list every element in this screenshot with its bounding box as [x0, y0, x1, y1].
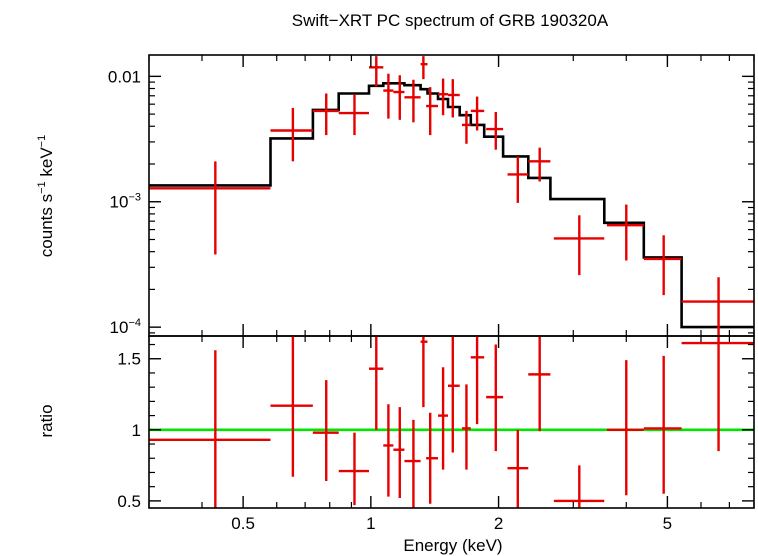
ratio-point-4: [368, 336, 384, 430]
spectrum-point-1: [270, 107, 313, 162]
spectrum-point-9: [426, 87, 439, 136]
ylabel-part-counts: counts s: [37, 194, 56, 257]
ratio-ytick-label-2: 1.5: [117, 350, 141, 369]
x-tick-label-1: 1: [366, 514, 375, 533]
ratio-point-16: [528, 336, 551, 432]
ylabel-part-kev: keV: [37, 147, 56, 182]
ratio-point-20: [681, 336, 754, 452]
ratio-ytick-label-0: 0.5: [117, 492, 141, 511]
x-tick-label-3: 5: [663, 514, 672, 533]
ylabel-part-exp1: −1: [36, 181, 48, 194]
spectrum-point-17: [553, 215, 605, 276]
ratio-point-3: [338, 432, 369, 506]
spectrum-point-10: [438, 78, 448, 116]
ratio-point-13: [470, 336, 485, 425]
spectrum-ytick-label-2: 10−4: [110, 317, 141, 337]
chart-title: Swift−XRT PC spectrum of GRB 190320A: [292, 11, 609, 30]
ratio-axes-layer: 0.5 1 1.5: [117, 335, 755, 511]
spectrum-point-2: [312, 93, 339, 136]
ratio-point-12: [461, 384, 471, 470]
ratio-point-1: [270, 336, 313, 477]
ratio-point-11: [447, 336, 460, 453]
spectrum-y-axis-label: counts s−1 keV−1: [36, 135, 56, 257]
x-tick-label-0: 0.5: [231, 514, 255, 533]
spectrum-ytick-label-0: 0.01: [108, 67, 141, 86]
spectrum-point-8: [420, 56, 428, 80]
x-axis-label: Energy (keV): [403, 536, 502, 555]
spectrum-point-5: [383, 73, 394, 119]
ratio-point-14: [486, 344, 504, 452]
ratio-point-7: [404, 419, 421, 508]
spectrum-point-6: [393, 75, 405, 120]
ratio-point-10: [438, 367, 448, 470]
spectrum-point-14: [486, 111, 504, 150]
ratio-point-6: [393, 407, 405, 499]
ratio-data-layer: [149, 336, 754, 508]
ratio-frame: [148, 335, 755, 509]
spectrum-data-layer: [149, 56, 754, 336]
ytick-base: 10: [110, 193, 129, 212]
ratio-y-axis-label: ratio: [37, 404, 56, 437]
spectrum-point-18: [606, 204, 644, 261]
ratio-point-15: [507, 429, 529, 508]
spectrum-point-13: [470, 96, 485, 131]
spectrum-ytick-label-1: 10−3: [110, 192, 141, 212]
ytick-exponent: −3: [128, 192, 141, 204]
ratio-point-0: [149, 350, 271, 508]
ytick-base: 10: [110, 318, 129, 337]
spectrum-point-11: [447, 79, 460, 118]
ytick-exponent: −4: [128, 317, 141, 329]
ratio-point-17: [553, 465, 605, 508]
spectrum-point-15: [507, 156, 529, 203]
ratio-point-5: [383, 404, 394, 497]
spectrum-point-16: [528, 147, 551, 182]
x-axis-labels: 0.5 1 2 5: [231, 514, 672, 533]
model-histogram-line: [149, 82, 754, 329]
x-tick-label-2: 2: [494, 514, 503, 533]
ratio-point-8: [420, 336, 428, 408]
ratio-point-9: [426, 412, 439, 504]
ratio-point-18: [606, 360, 644, 496]
ratio-point-19: [643, 355, 682, 494]
spectrum-point-12: [461, 110, 471, 144]
spectrum-point-0: [149, 161, 271, 255]
spectrum-point-3: [338, 94, 369, 136]
ratio-ytick-label-1: 1: [132, 421, 141, 440]
model-layer: [149, 82, 754, 329]
ratio-panel: 0.5 1 1.5: [117, 335, 755, 511]
ratio-point-2: [312, 380, 339, 481]
spectrum-point-20: [681, 277, 754, 336]
ylabel-part-exp2: −1: [36, 135, 48, 148]
spectrum-point-7: [404, 79, 421, 123]
spectrum-point-4: [368, 56, 384, 87]
spectrum-point-19: [643, 235, 682, 296]
